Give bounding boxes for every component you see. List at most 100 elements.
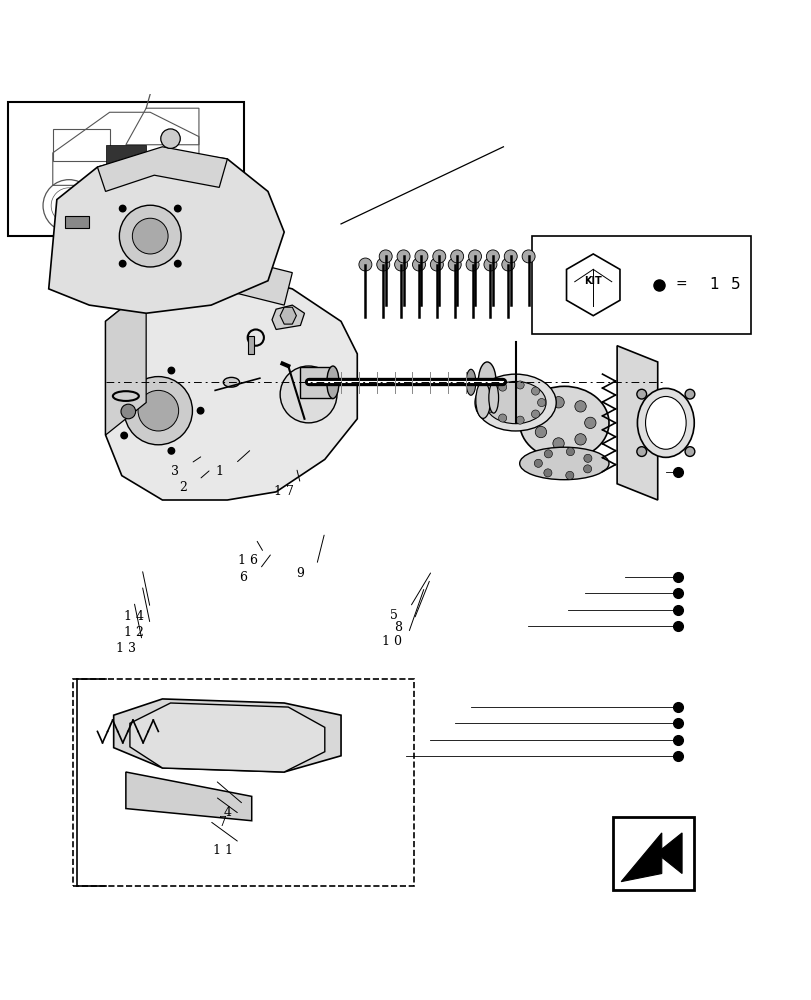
Circle shape [521,250,534,263]
Bar [65,216,89,228]
Circle shape [516,416,524,424]
Text: 1 0: 1 0 [382,635,401,648]
Circle shape [379,250,392,263]
Circle shape [543,469,551,477]
Circle shape [501,258,514,271]
Circle shape [394,258,407,271]
Circle shape [168,367,174,374]
Circle shape [483,258,496,271]
Text: 1 2: 1 2 [124,626,144,639]
Bar [105,145,146,181]
Text: =: = [674,278,686,292]
Text: 7: 7 [219,816,227,829]
Circle shape [132,218,168,254]
Circle shape [552,438,564,449]
Bar [105,346,122,394]
Circle shape [121,432,127,439]
Circle shape [124,377,192,445]
Circle shape [552,397,564,408]
Circle shape [504,250,517,263]
Text: 1 7: 1 7 [274,485,294,498]
Bar [531,236,750,334]
Circle shape [280,366,337,423]
Circle shape [583,454,591,462]
Ellipse shape [475,382,490,418]
Circle shape [584,417,595,429]
Circle shape [168,448,174,454]
Circle shape [498,383,506,391]
Text: 5: 5 [730,277,740,292]
Ellipse shape [474,374,556,431]
Circle shape [684,389,694,399]
Bar [300,367,333,398]
Circle shape [448,258,461,271]
Polygon shape [178,256,292,305]
Circle shape [534,459,542,467]
Text: 4: 4 [223,806,231,819]
Text: 6: 6 [239,571,247,584]
Circle shape [537,399,545,407]
Polygon shape [280,307,296,324]
Circle shape [574,401,586,412]
Polygon shape [105,273,357,500]
Circle shape [636,389,646,399]
Circle shape [531,410,539,418]
Bar [73,679,414,886]
Circle shape [397,250,410,263]
Polygon shape [49,151,284,313]
Text: 1: 1 [215,465,223,478]
Circle shape [119,205,126,212]
Circle shape [376,258,389,271]
Bar [612,817,693,890]
Ellipse shape [484,381,546,424]
Circle shape [358,258,371,271]
Text: 1 1: 1 1 [213,844,233,857]
Ellipse shape [519,386,608,459]
Circle shape [498,414,506,422]
Polygon shape [97,147,227,191]
Circle shape [534,408,546,419]
Circle shape [565,471,573,479]
Polygon shape [130,703,324,772]
Circle shape [432,250,445,263]
Polygon shape [272,305,304,329]
Bar [247,336,254,354]
Polygon shape [105,289,146,435]
Ellipse shape [478,362,496,403]
Circle shape [486,250,499,263]
Circle shape [174,205,181,212]
Circle shape [466,258,478,271]
Ellipse shape [637,388,693,457]
Ellipse shape [645,396,685,449]
Circle shape [566,448,574,456]
Circle shape [487,392,495,401]
Text: 1: 1 [708,277,718,292]
Circle shape [684,447,694,456]
Circle shape [119,205,181,267]
Circle shape [531,387,539,395]
Circle shape [636,447,646,456]
Circle shape [197,407,204,414]
Circle shape [534,426,546,438]
Text: 5: 5 [389,609,397,622]
Circle shape [583,465,591,473]
Circle shape [450,250,463,263]
Circle shape [121,383,127,389]
Circle shape [121,404,135,419]
Circle shape [487,405,495,413]
Ellipse shape [223,377,239,387]
Text: 1 4: 1 4 [124,610,144,623]
Text: 9: 9 [296,567,304,580]
Circle shape [543,450,551,458]
Ellipse shape [326,366,338,398]
Ellipse shape [488,382,498,413]
Circle shape [430,258,443,271]
Ellipse shape [519,447,608,480]
Circle shape [174,260,181,267]
Polygon shape [114,699,341,772]
Text: 8: 8 [393,621,401,634]
Text: 2: 2 [178,481,187,494]
Text: 1 6: 1 6 [238,554,257,567]
Text: 3: 3 [170,465,178,478]
Circle shape [414,250,427,263]
